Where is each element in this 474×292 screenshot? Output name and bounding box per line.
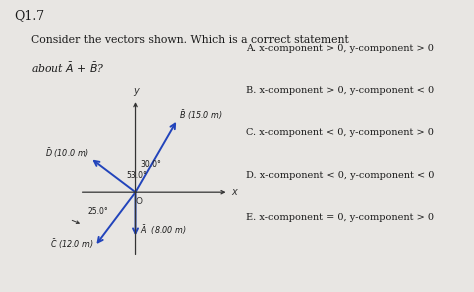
Text: about $\bar{A}$ + $\bar{B}$?: about $\bar{A}$ + $\bar{B}$? bbox=[31, 61, 104, 76]
Text: Consider the vectors shown. Which is a correct statement: Consider the vectors shown. Which is a c… bbox=[31, 35, 348, 45]
Text: $\bar{B}$ (15.0 m): $\bar{B}$ (15.0 m) bbox=[179, 109, 223, 122]
Text: A. x-component > 0, y-component > 0: A. x-component > 0, y-component > 0 bbox=[246, 44, 434, 53]
Text: $y$: $y$ bbox=[133, 86, 141, 98]
Text: O: O bbox=[135, 197, 142, 206]
Text: E. x-component = 0, y-component > 0: E. x-component = 0, y-component > 0 bbox=[246, 213, 435, 222]
Text: $\bar{D}$ (10.0 m): $\bar{D}$ (10.0 m) bbox=[45, 147, 89, 160]
Text: C. x-component < 0, y-component > 0: C. x-component < 0, y-component > 0 bbox=[246, 128, 434, 138]
Text: $\bar{A}$  (8.00 m): $\bar{A}$ (8.00 m) bbox=[140, 223, 187, 237]
Text: D. x-component < 0, y-component < 0: D. x-component < 0, y-component < 0 bbox=[246, 171, 435, 180]
Text: B. x-component > 0, y-component < 0: B. x-component > 0, y-component < 0 bbox=[246, 86, 435, 95]
Text: 25.0°: 25.0° bbox=[88, 207, 108, 216]
Text: $\bar{C}$ (12.0 m): $\bar{C}$ (12.0 m) bbox=[50, 237, 93, 251]
Text: $x$: $x$ bbox=[231, 187, 239, 197]
Text: 30.0°: 30.0° bbox=[141, 160, 162, 169]
Text: Q1.7: Q1.7 bbox=[14, 9, 45, 22]
Text: 53.0°: 53.0° bbox=[126, 171, 147, 180]
